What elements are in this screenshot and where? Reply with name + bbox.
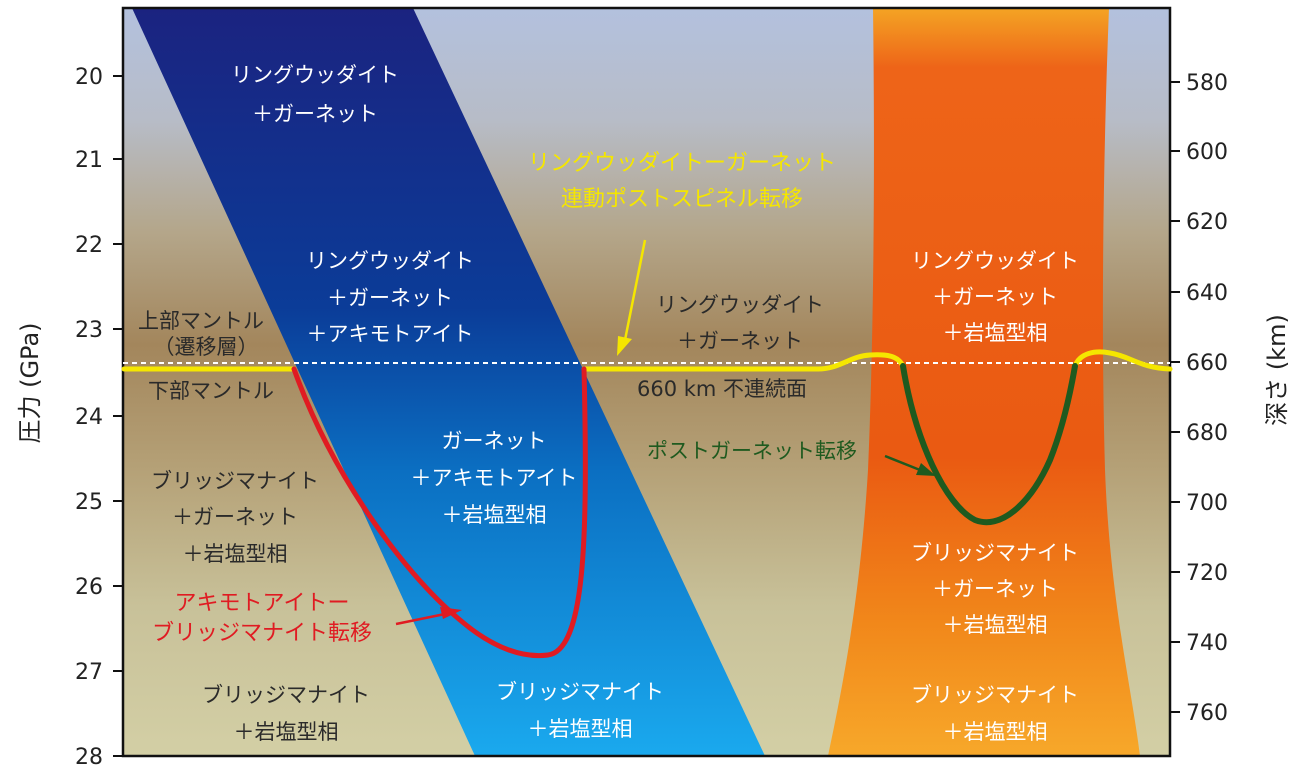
slab-band bbox=[132, 8, 765, 756]
svg-text:＋ガーネット: ＋ガーネット bbox=[172, 505, 298, 529]
svg-text:＋岩塩型相: ＋岩塩型相 bbox=[943, 720, 1048, 744]
label-center-upper: リングウッダイト ＋ガーネット bbox=[656, 293, 824, 353]
plot-frame bbox=[121, 6, 1172, 758]
left-tick-label: 21 bbox=[75, 148, 103, 173]
svg-text:連動ポストスピネル転移: 連動ポストスピネル転移 bbox=[561, 187, 803, 212]
akimotoite-transition-curve bbox=[291, 366, 588, 659]
right-tick-label: 720 bbox=[1186, 561, 1228, 586]
svg-text:＋ガーネット: ＋ガーネット bbox=[932, 285, 1058, 309]
left-tick-label: 22 bbox=[75, 233, 103, 258]
right-axis bbox=[1170, 81, 1180, 713]
svg-text:＋アキモトアイト: ＋アキモトアイト bbox=[411, 466, 578, 490]
left-tick-labels: 20 21 22 23 24 25 26 27 28 bbox=[75, 65, 103, 767]
svg-text:アキモトアイトー: アキモトアイトー bbox=[175, 591, 350, 616]
svg-text:ガーネット: ガーネット bbox=[442, 429, 547, 453]
svg-text:ブリッジマナイト: ブリッジマナイト bbox=[496, 680, 664, 704]
right-tick-label: 640 bbox=[1186, 281, 1228, 306]
right-tick-label: 660 bbox=[1186, 351, 1228, 376]
post-garnet-transition-curve bbox=[900, 363, 1078, 526]
right-tick-label: 760 bbox=[1186, 701, 1228, 726]
right-axis-title: 深さ (km) bbox=[1263, 314, 1291, 426]
left-tick-label: 24 bbox=[75, 405, 103, 430]
svg-text:リングウッダイトーガーネット: リングウッダイトーガーネット bbox=[528, 151, 836, 176]
label-left-lower: ブリッジマナイト ＋ガーネット ＋岩塩型相 bbox=[151, 469, 319, 566]
label-plume-upper: リングウッダイト ＋ガーネット ＋岩塩型相 bbox=[911, 249, 1079, 345]
left-axis-title: 圧力 (GPa) bbox=[16, 322, 44, 443]
svg-text:上部マントル: 上部マントル bbox=[138, 309, 264, 333]
svg-text:ブリッジマナイト: ブリッジマナイト bbox=[202, 683, 370, 707]
label-plume-middle: ブリッジマナイト ＋ガーネット ＋岩塩型相 bbox=[911, 541, 1079, 637]
label-bottom-left: ブリッジマナイト ＋岩塩型相 bbox=[202, 683, 370, 744]
label-bottom-right: ブリッジマナイト ＋岩塩型相 bbox=[911, 683, 1079, 744]
left-tick-label: 27 bbox=[75, 660, 103, 685]
svg-text:リングウッダイト: リングウッダイト bbox=[656, 293, 824, 317]
right-tick-labels: 580 600 620 640 660 680 700 720 740 760 bbox=[1186, 71, 1228, 726]
svg-text:ブリッジマナイト: ブリッジマナイト bbox=[911, 683, 1079, 707]
svg-text:＋ガーネット: ＋ガーネット bbox=[677, 329, 803, 353]
right-tick-label: 680 bbox=[1186, 421, 1228, 446]
label-post-garnet-transition: ポストガーネット転移 bbox=[647, 439, 857, 463]
svg-text:＋岩塩型相: ＋岩塩型相 bbox=[183, 542, 288, 566]
right-tick-label: 700 bbox=[1186, 491, 1228, 516]
right-tick-label: 740 bbox=[1186, 631, 1228, 656]
green-arrow bbox=[884, 454, 936, 476]
svg-text:＋ガーネット: ＋ガーネット bbox=[327, 286, 453, 310]
svg-text:＋岩塩型相: ＋岩塩型相 bbox=[528, 717, 633, 741]
label-post-spinel-transition: リングウッダイトーガーネット 連動ポストスピネル転移 bbox=[528, 151, 836, 212]
svg-text:＋岩塩型相: ＋岩塩型相 bbox=[943, 321, 1048, 345]
left-tick-label: 28 bbox=[75, 745, 103, 767]
left-tick-label: 26 bbox=[75, 575, 103, 600]
right-tick-label: 600 bbox=[1186, 140, 1228, 165]
svg-text:＋ガーネット: ＋ガーネット bbox=[932, 577, 1058, 601]
svg-text:＋アキモトアイト: ＋アキモトアイト bbox=[307, 322, 474, 346]
post-spinel-boundary bbox=[121, 349, 1173, 372]
red-arrow bbox=[395, 607, 462, 626]
left-axis bbox=[113, 75, 123, 757]
label-lower-mantle: 下部マントル bbox=[148, 379, 274, 403]
label-akimotoite-transition: アキモトアイトー ブリッジマナイト転移 bbox=[152, 591, 372, 646]
svg-text:リングウッダイト: リングウッダイト bbox=[911, 249, 1079, 273]
plume-band bbox=[828, 8, 1140, 756]
label-discontinuity: 660 km 不連続面 bbox=[637, 377, 807, 401]
svg-text:ブリッジマナイト: ブリッジマナイト bbox=[911, 541, 1079, 565]
svg-text:ブリッジマナイト転移: ブリッジマナイト転移 bbox=[152, 621, 372, 646]
svg-text:＋岩塩型相: ＋岩塩型相 bbox=[234, 720, 339, 744]
svg-text:（遷移層）: （遷移層） bbox=[154, 335, 259, 359]
svg-text:リングウッダイト: リングウッダイト bbox=[306, 249, 474, 273]
label-bottom-center: ブリッジマナイト ＋岩塩型相 bbox=[496, 680, 664, 741]
label-upper-mantle: 上部マントル （遷移層） bbox=[138, 309, 264, 359]
svg-text:＋岩塩型相: ＋岩塩型相 bbox=[943, 613, 1048, 637]
right-tick-label: 580 bbox=[1186, 71, 1228, 96]
svg-text:ブリッジマナイト: ブリッジマナイト bbox=[151, 469, 319, 493]
svg-text:＋ガーネット: ＋ガーネット bbox=[252, 102, 378, 126]
label-slab-middle: ガーネット ＋アキモトアイト ＋岩塩型相 bbox=[411, 429, 578, 527]
left-tick-label: 25 bbox=[75, 490, 103, 515]
yellow-arrow bbox=[617, 239, 647, 356]
label-slab-upper: リングウッダイト ＋ガーネット ＋アキモトアイト bbox=[306, 249, 474, 346]
svg-text:＋岩塩型相: ＋岩塩型相 bbox=[442, 503, 547, 527]
left-tick-label: 23 bbox=[75, 318, 103, 343]
left-tick-label: 20 bbox=[75, 65, 103, 90]
label-ringwoodite-garnet-top: リングウッダイト ＋ガーネット bbox=[231, 63, 399, 126]
right-tick-label: 620 bbox=[1186, 210, 1228, 235]
svg-text:リングウッダイト: リングウッダイト bbox=[231, 63, 399, 87]
